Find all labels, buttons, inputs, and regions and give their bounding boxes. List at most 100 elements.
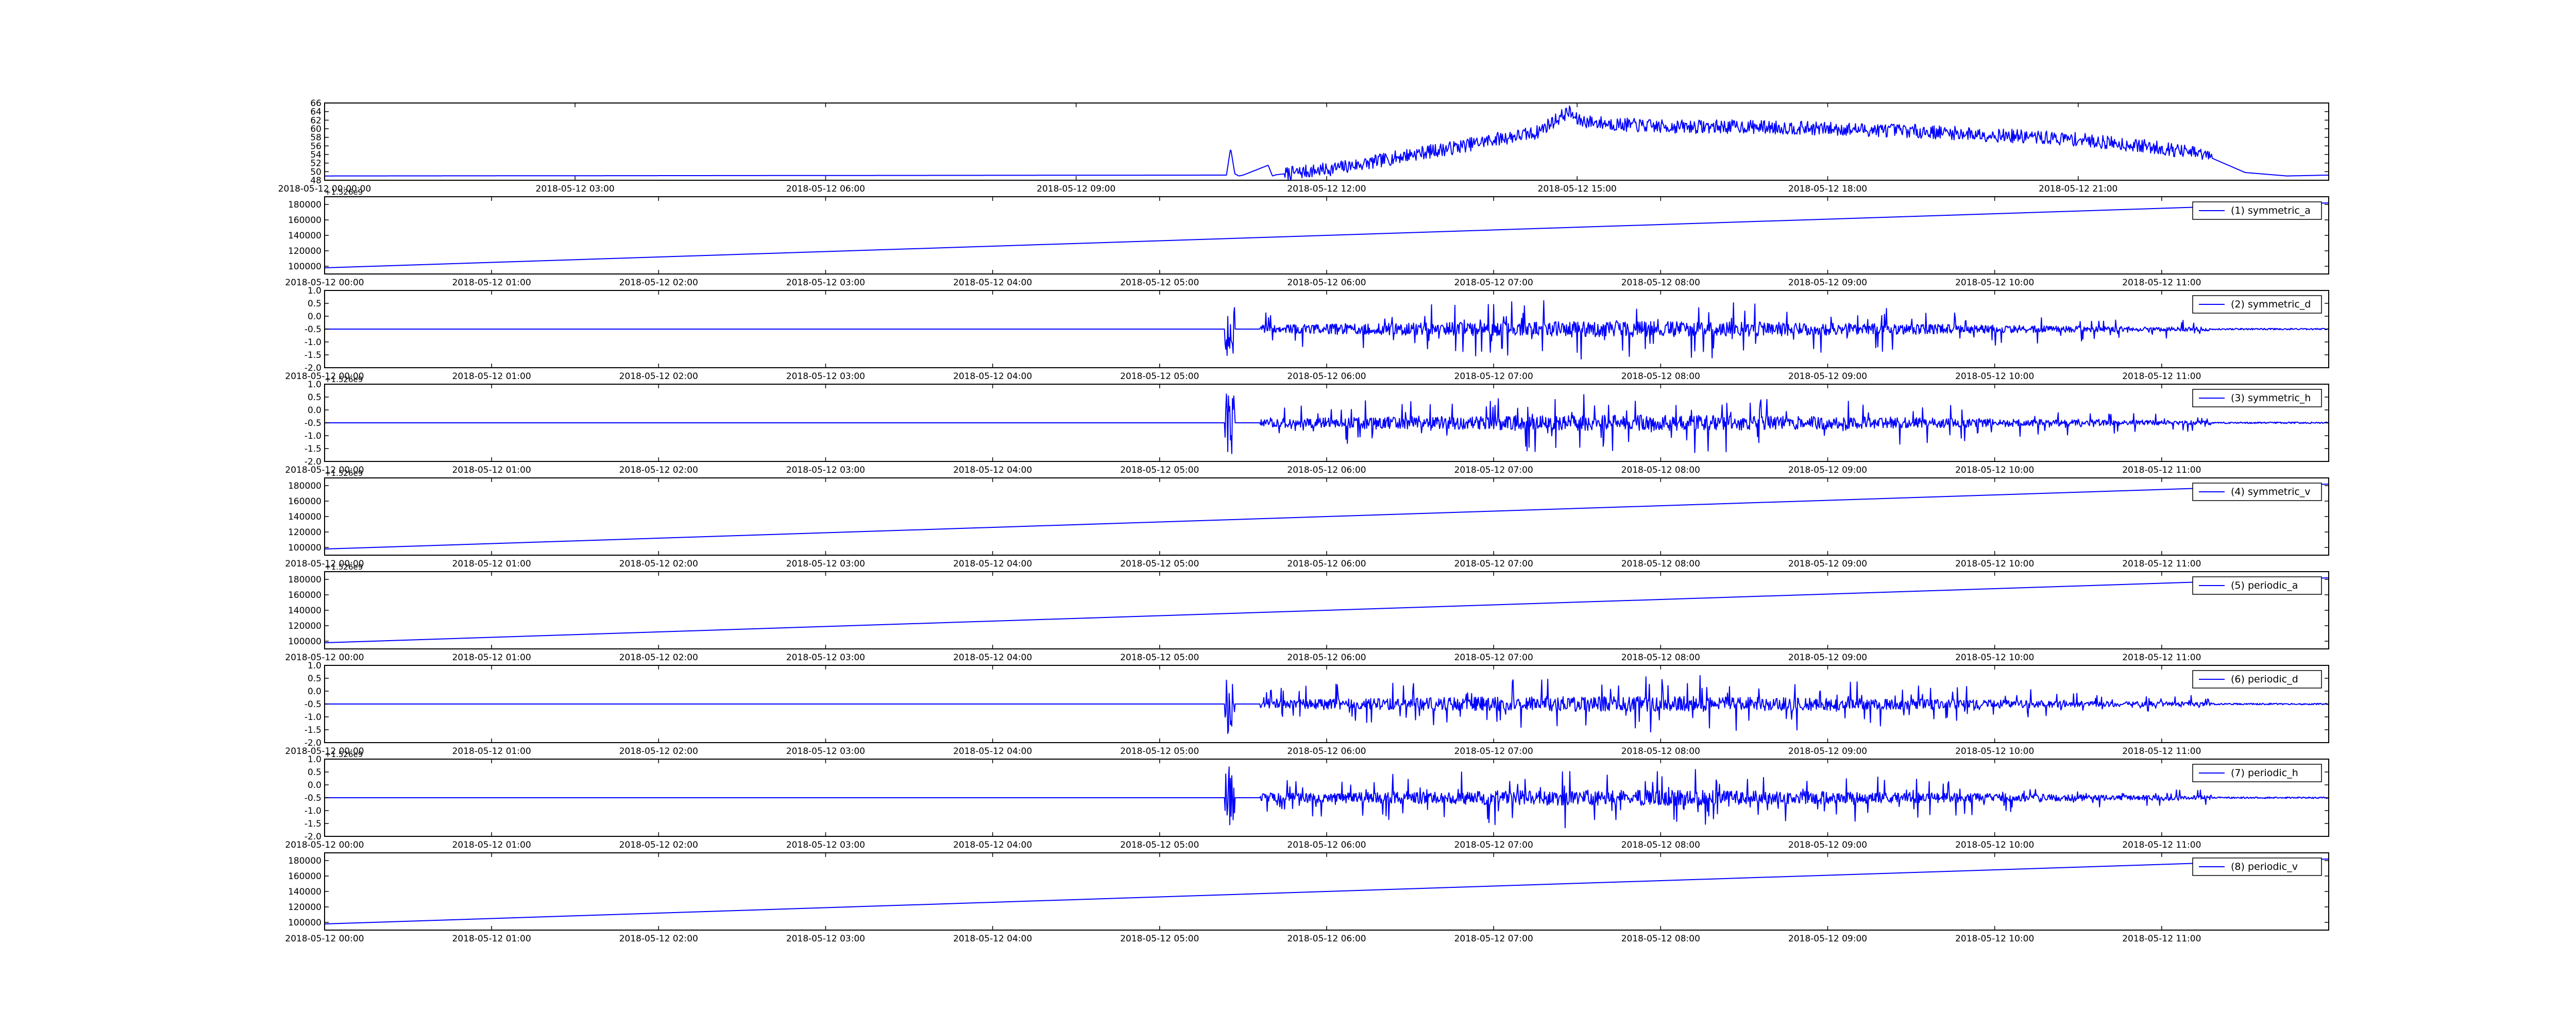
xtick-label: 2018-05-12 07:00 (1454, 840, 1533, 850)
xtick-label: 2018-05-12 07:00 (1454, 278, 1533, 288)
xtick-label: 2018-05-12 03:00 (786, 371, 865, 382)
ytick-label: 140000 (288, 231, 321, 241)
xtick-label: 2018-05-12 00:00:00 (278, 184, 371, 194)
xtick-label: 2018-05-12 00:00 (285, 653, 364, 663)
xtick-label: 2018-05-12 00:00 (285, 371, 364, 382)
xtick-label: 2018-05-12 05:00 (1120, 746, 1199, 757)
xtick-label: 2018-05-12 04:00 (953, 746, 1032, 757)
xtick-label: 2018-05-12 08:00 (1621, 371, 1700, 382)
xtick-label: 2018-05-12 06:00 (1287, 653, 1366, 663)
xtick-label: 2018-05-12 06:00 (1287, 840, 1366, 850)
axis-offset-label: +1.526e9 (325, 375, 363, 384)
xtick-label: 2018-05-12 02:00 (619, 465, 698, 475)
series-line-5 (324, 577, 2329, 643)
axis-offset-label: +1.526e9 (325, 562, 363, 572)
axis-offset-label: +1.526e9 (325, 469, 363, 478)
xtick-label: 2018-05-12 03:00 (786, 653, 865, 663)
legend-label: (7) periodic_h (2231, 767, 2298, 779)
ytick-label: 58 (310, 133, 321, 143)
ytick-label: 0.5 (308, 674, 321, 684)
ytick-label: -1.5 (304, 350, 321, 360)
xtick-label: 2018-05-12 07:00 (1454, 746, 1533, 757)
xtick-label: 2018-05-12 10:00 (1955, 371, 2034, 382)
series-line-3 (325, 393, 2329, 454)
xtick-label: 2018-05-12 21:00 (2039, 184, 2117, 194)
xtick-label: 2018-05-12 07:00 (1454, 653, 1533, 663)
xtick-label: 2018-05-12 11:00 (2122, 934, 2201, 944)
xtick-label: 2018-05-12 07:00 (1454, 934, 1533, 944)
ytick-label: 120000 (288, 621, 321, 631)
xtick-label: 2018-05-12 01:00 (452, 653, 531, 663)
ytick-label: 64 (310, 107, 321, 117)
ytick-label: 50 (310, 167, 321, 177)
xtick-label: 2018-05-12 10:00 (1955, 746, 2034, 757)
ytick-label: 120000 (288, 527, 321, 538)
legend-label: (2) symmetric_d (2231, 299, 2311, 310)
legend-label: (6) periodic_d (2231, 674, 2298, 685)
ytick-label: 120000 (288, 902, 321, 913)
xtick-label: 2018-05-12 04:00 (953, 465, 1032, 475)
xtick-label: 2018-05-12 00:00 (285, 934, 364, 944)
xtick-label: 2018-05-12 06:00 (786, 184, 865, 194)
xtick-label: 2018-05-12 04:00 (953, 278, 1032, 288)
xtick-label: 2018-05-12 08:00 (1621, 559, 1700, 569)
ytick-label: -0.5 (304, 324, 321, 335)
xtick-label: 2018-05-12 02:00 (619, 278, 698, 288)
legend-label: (4) symmetric_v (2231, 486, 2311, 497)
xtick-label: 2018-05-12 08:00 (1621, 278, 1700, 288)
ytick-label: -1.0 (304, 337, 321, 348)
ytick-label: -2.0 (304, 457, 321, 467)
xtick-label: 2018-05-12 09:00 (1788, 840, 1867, 850)
xtick-label: 2018-05-12 02:00 (619, 653, 698, 663)
xtick-label: 2018-05-12 07:00 (1454, 559, 1533, 569)
ytick-label: 140000 (288, 606, 321, 616)
xtick-label: 2018-05-12 06:00 (1287, 934, 1366, 944)
xtick-label: 2018-05-12 06:00 (1287, 746, 1366, 757)
xtick-label: 2018-05-12 03:00 (786, 840, 865, 850)
ytick-label: 140000 (288, 887, 321, 897)
xtick-label: 2018-05-12 04:00 (953, 934, 1032, 944)
axis-offset-label: +1.526e9 (325, 750, 363, 759)
panel-4: 100000 120000 140000 160000 180000 2018-05-12… (285, 469, 2329, 569)
ytick-label: -2.0 (304, 832, 321, 842)
ytick-label: 180000 (288, 575, 321, 585)
xtick-label: 2018-05-12 08:00 (1621, 465, 1700, 475)
xtick-label: 2018-05-12 04:00 (953, 653, 1032, 663)
xtick-label: 2018-05-12 12:00 (1287, 184, 1366, 194)
panel-5: 100000 120000 140000 160000 180000 2018-05-12… (285, 562, 2329, 663)
xtick-label: 2018-05-12 05:00 (1120, 371, 1199, 382)
series-line-2 (325, 300, 2329, 360)
xtick-label: 2018-05-12 06:00 (1287, 371, 1366, 382)
ytick-label: -1.0 (304, 806, 321, 816)
ytick-label: 100000 (288, 918, 321, 928)
xtick-label: 2018-05-12 03:00 (786, 746, 865, 757)
xtick-label: 2018-05-12 01:00 (452, 746, 531, 757)
panel-3: -2.0 -1.5 -1.0 -0.5 0.0 0.5 1.0 2018-05-12 00:0… (285, 375, 2329, 475)
ytick-label: 1.0 (308, 754, 321, 765)
ytick-label: -1.5 (304, 819, 321, 829)
xtick-label: 2018-05-12 02:00 (619, 840, 698, 850)
xtick-label: 2018-05-12 00:00 (285, 465, 364, 475)
xtick-label: 2018-05-12 07:00 (1454, 465, 1533, 475)
ytick-label: 0.0 (308, 686, 321, 697)
panel-7: -2.0 -1.5 -1.0 -0.5 0.0 0.5 1.0 2018-05-12 00:0… (285, 750, 2329, 850)
ytick-label: 100000 (288, 543, 321, 553)
xtick-label: 2018-05-12 03:00 (786, 278, 865, 288)
xtick-label: 2018-05-12 00:00 (285, 559, 364, 569)
ytick-label: -1.0 (304, 712, 321, 723)
xtick-label: 2018-05-12 00:00 (285, 746, 364, 757)
xtick-label: 2018-05-12 08:00 (1621, 840, 1700, 850)
series-line-8 (324, 859, 2329, 924)
xtick-label: 2018-05-12 01:00 (452, 465, 531, 475)
panel-1: 100000 120000 140000 160000 180000 2018-05-12… (285, 187, 2329, 288)
xtick-label: 2018-05-12 06:00 (1287, 559, 1366, 569)
ytick-label: -1.5 (304, 444, 321, 454)
ytick-label: 1.0 (308, 661, 321, 671)
axis-offset-label: +1.526e9 (325, 187, 363, 197)
ytick-label: -0.5 (304, 699, 321, 710)
xtick-label: 2018-05-12 06:00 (1287, 465, 1366, 475)
panel-8: 100000 120000 140000 160000 180000 2018-05-12… (285, 852, 2329, 944)
xtick-label: 2018-05-12 10:00 (1955, 465, 2034, 475)
ytick-label: 52 (310, 159, 321, 169)
series-line-7 (325, 766, 2329, 829)
